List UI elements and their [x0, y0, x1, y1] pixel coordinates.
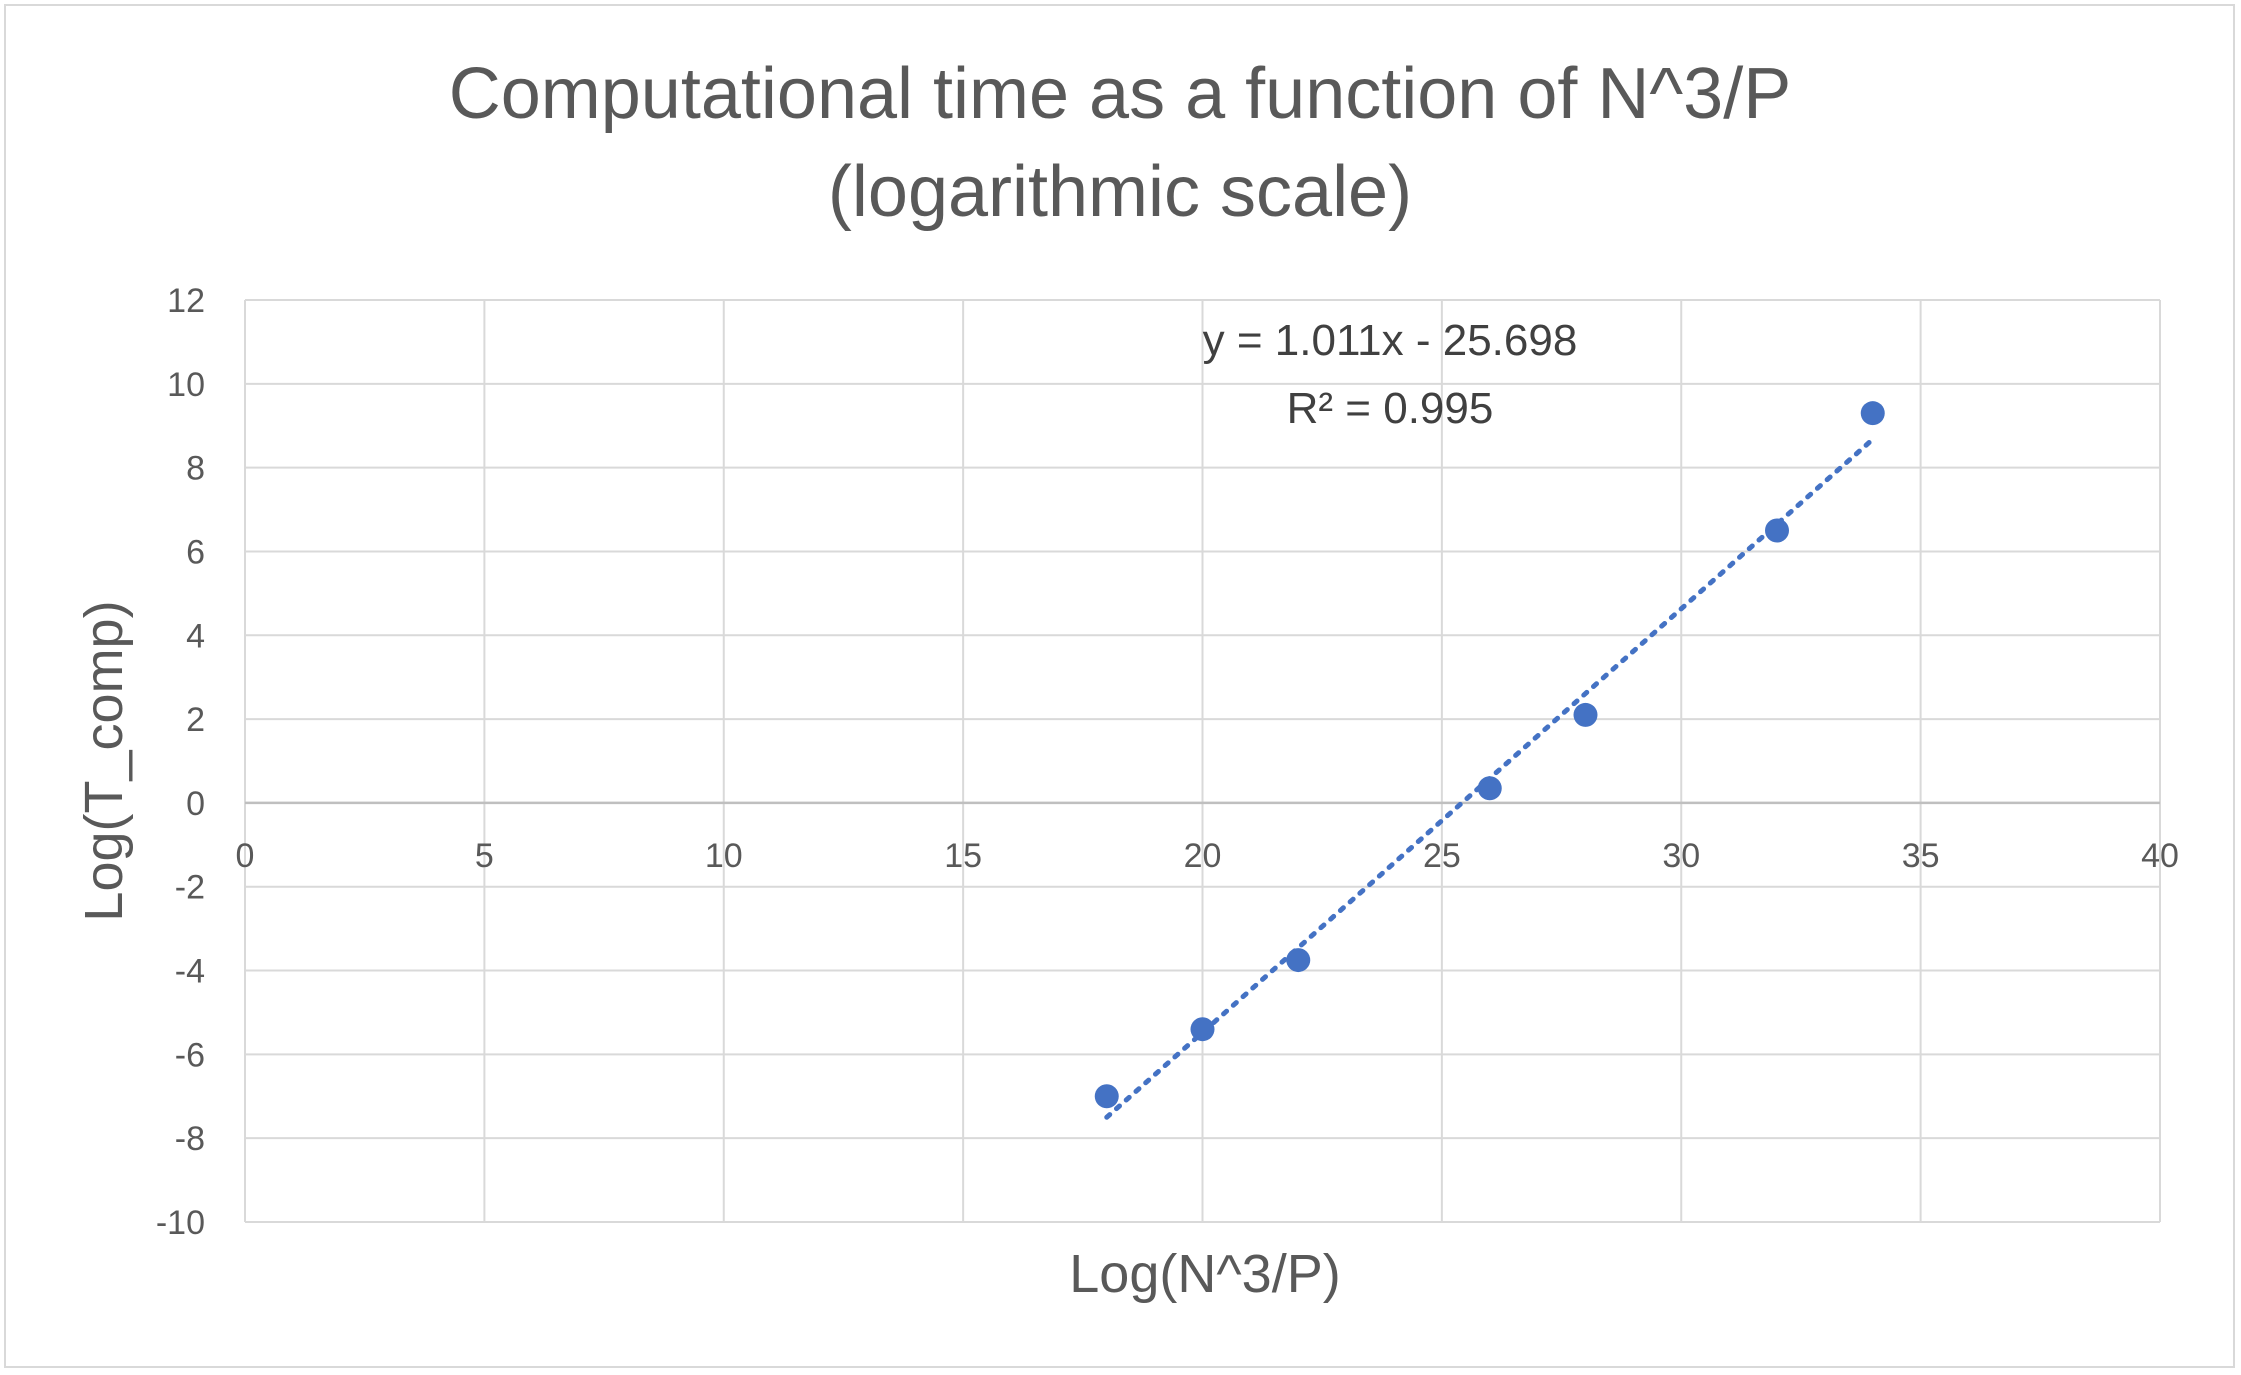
data-point-0-4	[1573, 702, 1598, 727]
x-tick-label-15: 15	[944, 837, 982, 875]
y-tick-label-4: 4	[186, 617, 205, 655]
grid-lines	[244, 299, 2161, 1223]
data-point-0-6	[1860, 401, 1885, 426]
y-tick-label-0: 0	[186, 785, 205, 823]
chart-title-line-2: (logarithmic scale)	[828, 152, 1412, 232]
chart-frame	[4, 4, 2235, 1368]
y-tick-label-12: 12	[167, 282, 205, 320]
x-axis-title: Log(N^3/P)	[1069, 1244, 1340, 1304]
x-tick-label-25: 25	[1423, 837, 1461, 875]
x-tick-label-0: 0	[236, 837, 255, 875]
trendline-r-squared: R² = 0.995	[1287, 384, 1494, 433]
y-tick-label-2: 2	[186, 701, 205, 739]
y-tick-label--6: -6	[175, 1036, 205, 1074]
y-axis-title: Log(T_comp)	[74, 600, 134, 921]
data-points	[1094, 401, 1885, 1109]
y-tick-label--2: -2	[175, 869, 205, 907]
chart-title-line-1: Computational time as a function of N^3/…	[449, 54, 1791, 134]
x-tick-label-35: 35	[1902, 837, 1940, 875]
data-point-0-1	[1190, 1017, 1215, 1042]
data-point-0-3	[1477, 776, 1502, 801]
trendline-equation: y = 1.011x - 25.698	[1203, 316, 1578, 365]
data-point-0-5	[1765, 518, 1789, 543]
x-tick-label-30: 30	[1662, 837, 1700, 875]
x-tick-label-40: 40	[2141, 837, 2179, 875]
x-tick-label-5: 5	[475, 837, 494, 875]
data-point-0-0	[1094, 1084, 1119, 1109]
y-tick-label--8: -8	[175, 1120, 205, 1158]
y-tick-label-8: 8	[186, 450, 205, 488]
x-tick-label-20: 20	[1184, 837, 1222, 875]
y-tick-label-10: 10	[167, 366, 205, 404]
y-tick-label-6: 6	[186, 533, 205, 571]
x-tick-label-10: 10	[705, 837, 743, 875]
data-point-0-2	[1286, 948, 1311, 973]
y-tick-label--4: -4	[175, 953, 205, 991]
y-tick-label--10: -10	[156, 1204, 205, 1242]
